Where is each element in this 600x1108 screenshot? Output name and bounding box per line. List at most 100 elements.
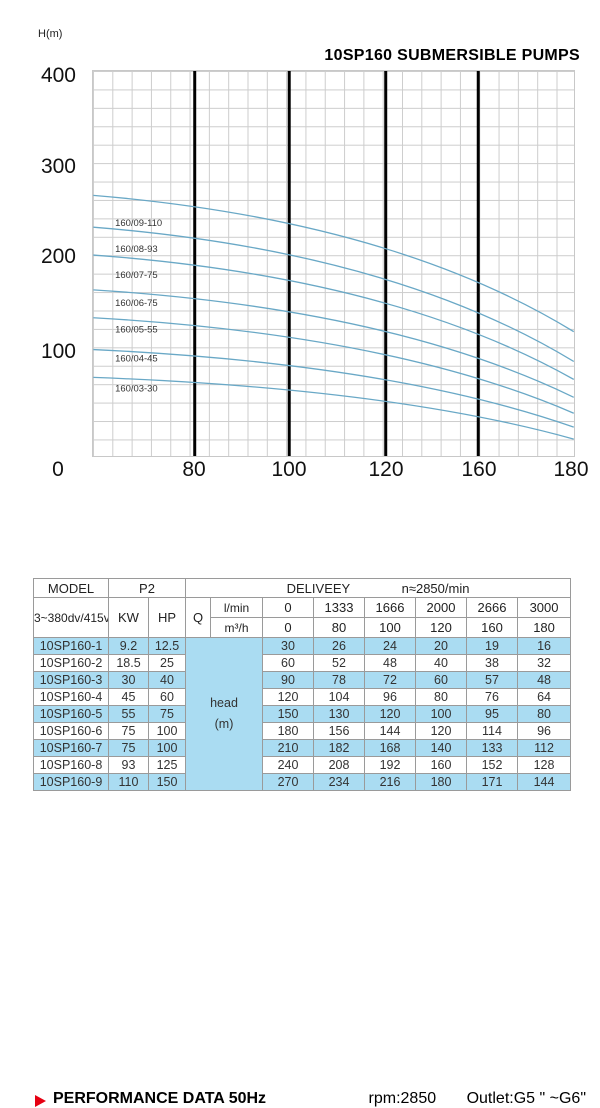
m3h-value: 0 — [262, 617, 314, 638]
m3h-value: 160 — [466, 617, 518, 638]
y-axis-unit-label: H(m) — [38, 28, 63, 40]
head-value-cell: 60 — [415, 671, 467, 689]
x-tick-160: 160 — [461, 458, 497, 481]
origin-tick-0: 0 — [52, 458, 64, 481]
curve-160-03-30 — [93, 376, 574, 440]
head-value-cell: 80 — [516, 705, 572, 723]
m3h-value: 120 — [415, 617, 467, 638]
col-model-header: MODEL — [33, 578, 109, 598]
kw-cell: 75 — [108, 739, 149, 757]
hp-cell: 150 — [148, 773, 186, 791]
model-cell: 10SP160-7 — [33, 739, 109, 757]
delivery-label: DELIVEEY — [286, 580, 350, 596]
col-p2-header: P2 — [108, 578, 186, 598]
head-label: head — [210, 696, 238, 710]
head-value-cell: 152 — [466, 756, 518, 774]
voltage-cell: 3~380dv/415v — [33, 597, 109, 638]
curve-label: 160/06-75 — [115, 298, 158, 309]
plot-area: 160/09-110 160/08-93 160/07-75 160/06-75… — [92, 70, 575, 457]
head-value-cell: 64 — [516, 688, 572, 706]
hp-cell: 100 — [148, 722, 186, 740]
header-row-1: MODEL P2 DELIVEEY n≈2850/min — [33, 578, 572, 598]
head-value-cell: 60 — [262, 654, 314, 672]
lmin-value: 1333 — [313, 597, 365, 618]
head-value-cell: 210 — [262, 739, 314, 757]
head-value-cell: 133 — [466, 739, 518, 757]
head-value-cell: 40 — [415, 654, 467, 672]
table-row: 10SP160-6 75 100 180 156 144 120 114 96 — [33, 722, 572, 740]
speed-label: n≈2850/min — [401, 580, 470, 596]
y-tick-100: 100 — [40, 340, 76, 363]
kw-cell: 45 — [108, 688, 149, 706]
hp-cell: 75 — [148, 705, 186, 723]
pump-curve-chart: H(m) 10SP160 SUBMERSIBLE PUMPS 400 300 2… — [0, 0, 600, 535]
head-value-cell: 140 — [415, 739, 467, 757]
head-value-cell: 57 — [466, 671, 518, 689]
kw-cell: 55 — [108, 705, 149, 723]
head-value-cell: 182 — [313, 739, 365, 757]
curve-label: 160/08-93 — [115, 244, 158, 255]
outlet-value: Outlet:G5 " ~G6" — [466, 1090, 586, 1107]
header-row-3: m³/h 0 80 100 120 160 180 — [34, 617, 572, 638]
curve-label: 160/07-75 — [115, 270, 158, 281]
x-tick-100: 100 — [271, 458, 307, 481]
x-tick-80: 80 — [182, 458, 206, 481]
model-cell: 10SP160-8 — [33, 756, 109, 774]
rpm-value: rpm:2850 — [368, 1090, 437, 1107]
head-value-cell: 38 — [466, 654, 518, 672]
head-value-cell: 128 — [516, 756, 572, 774]
head-value-cell: 180 — [415, 773, 467, 791]
table-row: 10SP160-4 45 60 120 104 96 80 76 64 — [33, 688, 572, 706]
table-row: 10SP160-1 9.2 12.5 head (m) 30 26 24 20 … — [33, 637, 572, 791]
kw-cell: 18.5 — [108, 654, 149, 672]
head-value-cell: 72 — [364, 671, 416, 689]
model-cell: 10SP160-4 — [33, 688, 109, 706]
head-value-cell: 90 — [262, 671, 314, 689]
table-row: 10SP160-3 30 40 90 78 72 60 57 48 — [33, 671, 572, 689]
head-value-cell: 120 — [364, 705, 416, 723]
kw-header: KW — [108, 597, 149, 638]
lmin-value: 0 — [262, 597, 314, 618]
curve-160-06-75 — [93, 289, 574, 398]
curve-160-05-55 — [93, 317, 574, 414]
lmin-value: 2666 — [466, 597, 518, 618]
lmin-value: 3000 — [516, 597, 572, 618]
head-value-cell: 270 — [262, 773, 314, 791]
hp-cell: 25 — [148, 654, 186, 672]
head-value-cell: 26 — [313, 637, 365, 655]
m3h-value: 180 — [516, 617, 572, 638]
head-value-cell: 192 — [364, 756, 416, 774]
q-header: Q — [185, 597, 211, 638]
table-row: 10SP160-2 18.5 25 60 52 48 40 38 32 — [33, 654, 572, 672]
head-unit: (m) — [214, 717, 234, 731]
lmin-value: 1666 — [364, 597, 416, 618]
kw-cell: 110 — [108, 773, 149, 791]
head-value-cell: 150 — [262, 705, 314, 723]
curve-label: 160/03-30 — [115, 383, 158, 394]
model-cell: 10SP160-9 — [33, 773, 109, 791]
model-cell: 10SP160-2 — [33, 654, 109, 672]
hp-cell: 12.5 — [148, 637, 186, 655]
head-value-cell: 114 — [466, 722, 518, 740]
table-row: 10SP160-8 93 125 240 208 192 160 152 128 — [33, 756, 572, 774]
y-tick-400: 400 — [40, 64, 76, 87]
m3h-value: 100 — [364, 617, 416, 638]
table-row: 10SP160-5 55 75 150 130 120 100 95 80 — [33, 705, 572, 723]
lmin-unit: l/min — [210, 597, 263, 618]
performance-header: PERFORMANCE DATA 50Hz rpm:2850 Outlet:G5… — [0, 544, 600, 1107]
model-cell: 10SP160-1 — [33, 637, 109, 655]
rpm-outlet-info: rpm:2850 Outlet:G5 " ~G6" — [369, 1090, 586, 1108]
curve-label: 160/05-55 — [115, 325, 158, 336]
head-value-cell: 112 — [516, 739, 572, 757]
head-value-cell: 96 — [364, 688, 416, 706]
head-value-cell: 48 — [364, 654, 416, 672]
head-value-cell: 208 — [313, 756, 365, 774]
head-value-cell: 96 — [516, 722, 572, 740]
hp-cell: 40 — [148, 671, 186, 689]
performance-table: MODEL P2 DELIVEEY n≈2850/min 3~380dv/415… — [33, 578, 572, 791]
curve-160-08-93 — [93, 226, 574, 363]
x-tick-180: 180 — [553, 458, 589, 481]
kw-cell: 75 — [108, 722, 149, 740]
model-cell: 10SP160-5 — [33, 705, 109, 723]
kw-cell: 93 — [108, 756, 149, 774]
